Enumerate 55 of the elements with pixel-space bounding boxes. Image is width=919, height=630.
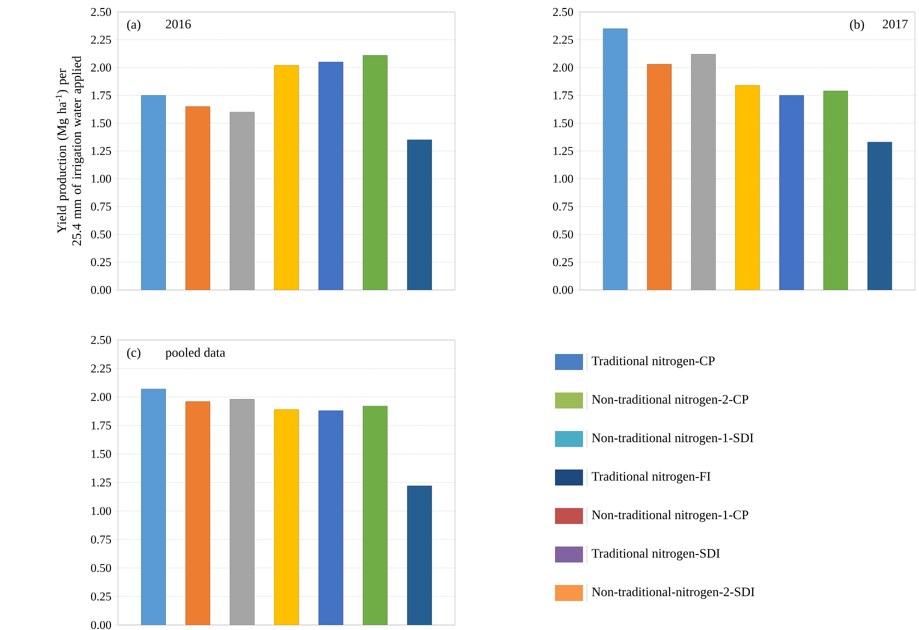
y-tick-label: 0.25 <box>91 592 112 601</box>
text: pooled data <box>166 348 226 360</box>
bar <box>779 95 804 290</box>
bar <box>647 64 672 290</box>
chart-subtitle: 2017 <box>882 20 908 28</box>
y-tick-label: 1.25 <box>92 146 112 156</box>
bar <box>362 55 388 290</box>
y-tick-label: 1.50 <box>92 119 112 128</box>
y-tick-label: 0.25 <box>553 258 574 266</box>
category-label: Non-traditional nitrogen-1-SDI <box>592 433 754 445</box>
bar <box>141 95 166 290</box>
category-label: Non-traditional-nitrogen-2-SDI <box>592 587 754 599</box>
y-tick-label: 1.50 <box>554 119 574 128</box>
y-tick-label: 2.50 <box>91 336 112 344</box>
y-tick-label: 0.50 <box>91 230 112 238</box>
text: (a) <box>127 20 140 32</box>
bar <box>274 65 299 290</box>
bar <box>735 85 760 290</box>
y-tick-label: 0.75 <box>553 202 574 211</box>
y-tick-label: 2.50 <box>91 8 112 16</box>
y-tick-label: 0.25 <box>91 258 112 266</box>
y-tick-label: 2.00 <box>91 64 112 72</box>
y-tick-label: 1.75 <box>92 421 112 430</box>
y-tick-label: 2.00 <box>91 392 112 402</box>
bar <box>185 106 210 290</box>
category-label: Traditional nitrogen-SDI <box>592 548 720 560</box>
y-tick-label: 1.00 <box>554 174 574 183</box>
y-tick-label: 0.75 <box>91 202 112 211</box>
y-tick-label: 1.75 <box>554 91 574 100</box>
category-label: Non-traditional nitrogen-1-CP <box>592 510 748 522</box>
y-tick-label: 1.50 <box>92 450 112 458</box>
y-tick-label: 0.00 <box>91 286 112 294</box>
y-tick-label: 0.50 <box>91 564 112 572</box>
y-tick-label: 1.25 <box>92 478 112 487</box>
y-tick-label: 0.50 <box>553 230 574 238</box>
y-tick-label: 2.50 <box>553 8 574 16</box>
text: (c) <box>127 348 140 360</box>
text: (b) <box>850 20 864 32</box>
y-tick-label: 1.25 <box>554 146 574 156</box>
chart-subtitle: 2016 <box>166 20 191 28</box>
category-label: Non-traditional nitrogen-2-CP <box>592 394 748 406</box>
y-tick-label: 1.00 <box>92 506 112 516</box>
y-tick-label: 1.00 <box>92 174 112 183</box>
category-label: Traditional nitrogen-CP <box>592 356 715 368</box>
category-label: Traditional nitrogen-FI <box>592 472 710 484</box>
y-tick-label: 0.00 <box>553 286 574 294</box>
y-tick-label: 2.00 <box>553 64 574 72</box>
y-tick-label: 1.75 <box>92 91 112 100</box>
y-tick-label: 2.25 <box>553 36 574 44</box>
y-tick-label: 2.25 <box>91 364 112 373</box>
bar <box>823 90 848 290</box>
y-tick-label: 0.75 <box>91 535 112 544</box>
y-tick-label: 0.00 <box>91 620 112 630</box>
bar <box>407 140 432 290</box>
y-tick-label: 2.25 <box>91 36 112 44</box>
